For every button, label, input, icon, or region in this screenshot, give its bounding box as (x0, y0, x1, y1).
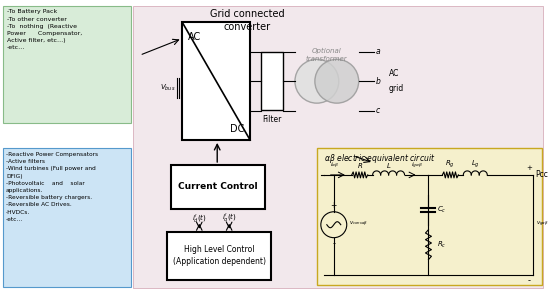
Text: Optional
transformer: Optional transformer (306, 48, 348, 62)
Text: AC: AC (188, 32, 201, 42)
Text: $L_g$: $L_g$ (471, 158, 480, 170)
Text: -: - (527, 277, 531, 285)
Text: $R$: $R$ (356, 161, 363, 170)
Text: $R_g$: $R_g$ (446, 158, 455, 170)
Bar (261, 52, 283, 110)
Text: Current Control: Current Control (178, 182, 258, 191)
Text: +: + (331, 201, 337, 210)
Text: Pcc: Pcc (535, 171, 548, 179)
Text: $i_d'(t)$: $i_d'(t)$ (192, 212, 207, 224)
Bar (183, 22, 250, 140)
Text: +: + (526, 165, 532, 171)
Text: $R_c$: $R_c$ (437, 240, 447, 250)
Text: Grid connected
converter: Grid connected converter (210, 9, 284, 32)
Text: $i_{g\alpha\beta}$: $i_{g\alpha\beta}$ (410, 161, 422, 171)
Text: $i_q'(t)$: $i_q'(t)$ (222, 212, 236, 225)
Bar (317, 148, 542, 285)
Bar (133, 6, 543, 288)
Bar (3, 148, 130, 288)
Text: $v_{conv\alpha\beta}$: $v_{conv\alpha\beta}$ (349, 220, 368, 229)
Text: -Reactive Power Compensators
-Active filters
-Wind turbines (Full power and
DFIG: -Reactive Power Compensators -Active fil… (6, 152, 98, 222)
Bar (172, 165, 265, 209)
Text: Filter: Filter (262, 115, 282, 124)
Text: a: a (376, 47, 380, 56)
Text: -To Battery Pack
-To other converter
-To  nothing  (Reactive
Power      Compensa: -To Battery Pack -To other converter -To… (7, 9, 82, 51)
Text: $v_{g\alpha\beta}$: $v_{g\alpha\beta}$ (536, 220, 549, 229)
Text: DC: DC (230, 124, 244, 134)
Bar (3, 6, 130, 123)
Text: $C_c$: $C_c$ (437, 205, 447, 215)
Text: $\alpha\beta$ electric equivalent circuit: $\alpha\beta$ electric equivalent circui… (324, 152, 435, 165)
Circle shape (315, 59, 359, 103)
Text: c: c (376, 106, 380, 115)
Circle shape (295, 59, 339, 103)
Text: $i_{\alpha\beta}$: $i_{\alpha\beta}$ (330, 161, 339, 171)
Text: $V_{bus}$: $V_{bus}$ (160, 83, 175, 93)
Text: $L$: $L$ (386, 161, 392, 170)
Text: b: b (376, 77, 381, 86)
Text: -: - (332, 239, 336, 248)
Text: High Level Control
(Application dependent): High Level Control (Application dependen… (173, 245, 266, 266)
Text: AC
grid: AC grid (389, 69, 404, 93)
Bar (167, 232, 271, 280)
